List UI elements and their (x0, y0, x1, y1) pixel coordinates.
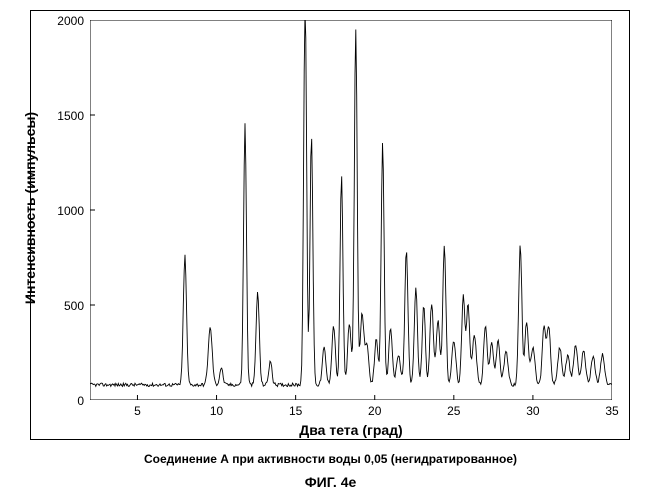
figure-caption: Соединение А при активности воды 0,05 (н… (0, 452, 661, 466)
x-tick-label: 25 (439, 404, 469, 418)
x-tick-label: 30 (518, 404, 548, 418)
y-tick-label: 2000 (48, 14, 84, 28)
plot-area (90, 20, 612, 400)
y-tick-label: 1500 (48, 109, 84, 123)
x-tick-label: 10 (202, 404, 232, 418)
y-tick-label: 500 (48, 299, 84, 313)
x-tick-label: 35 (597, 404, 627, 418)
figure-container: { "figure": { "canvas": { "width": 661, … (0, 0, 661, 500)
y-axis-label: Интенсивность (импульсы) (22, 108, 38, 308)
x-tick-label: 15 (281, 404, 311, 418)
figure-number: ФИГ. 4e (0, 474, 661, 490)
xrd-line-chart (90, 20, 612, 400)
y-tick-label: 1000 (48, 204, 84, 218)
y-tick-label: 0 (48, 394, 84, 408)
x-tick-label: 20 (360, 404, 390, 418)
x-axis-label: Два тета (град) (271, 422, 431, 438)
x-tick-label: 5 (122, 404, 152, 418)
